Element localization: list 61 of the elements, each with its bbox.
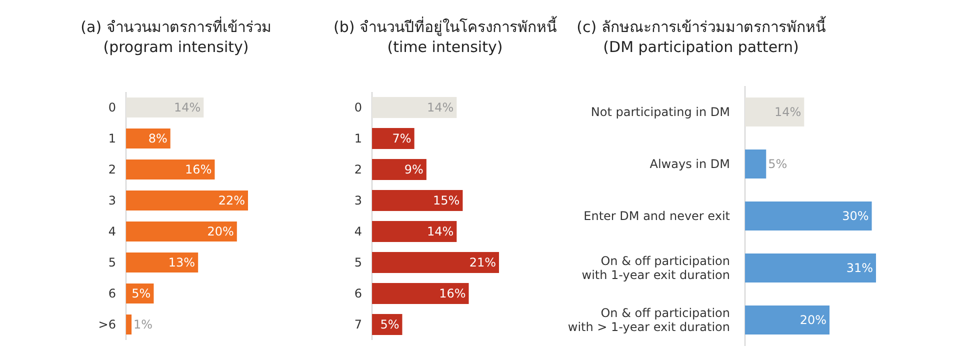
data-label: 21%: [469, 256, 496, 270]
bar: [126, 128, 170, 148]
data-label: 13%: [168, 256, 196, 270]
data-label: 30%: [842, 209, 869, 223]
y-tick-label: 4: [354, 224, 362, 238]
data-label: 31%: [846, 261, 873, 275]
data-label: 5%: [380, 318, 400, 332]
data-label: 14%: [426, 100, 454, 114]
y-tick-label: 0: [108, 100, 116, 114]
data-label: 16%: [185, 162, 212, 176]
bar: [126, 160, 215, 180]
data-label: 15%: [433, 194, 460, 208]
bar: [372, 221, 457, 242]
bar: [745, 202, 872, 230]
data-label: 5%: [132, 286, 151, 300]
y-tick-label: 5: [108, 256, 116, 270]
y-tick-label: 2: [354, 162, 362, 176]
y-tick-label: Enter DM and never exit: [584, 209, 730, 223]
y-tick-label: 1: [108, 132, 116, 146]
y-tick-label: 6: [354, 286, 362, 300]
data-label: 5%: [768, 157, 788, 171]
bar: [126, 314, 132, 334]
y-tick-label: 1: [354, 132, 362, 146]
data-label: 1%: [134, 318, 153, 332]
y-tick-label: On & off participation with > 1-year exit duration: [568, 306, 730, 334]
bar: [745, 306, 830, 334]
bar: [745, 254, 876, 282]
data-label: 7%: [392, 132, 412, 146]
y-tick-label: >6: [98, 318, 116, 332]
y-tick-label: 5: [354, 256, 362, 270]
y-tick-label: Always in DM: [650, 157, 730, 171]
y-tick-label: 2: [108, 162, 116, 176]
y-tick-label: 6: [108, 286, 116, 300]
bar: [372, 159, 426, 180]
data-label: 14%: [774, 105, 802, 119]
chart-title: (b) จำนวนปีที่อยู่ในโครงการพักหนี้ (time intensity): [334, 16, 558, 56]
y-tick-label: 3: [108, 194, 116, 208]
data-label: 20%: [800, 313, 827, 327]
bar: [372, 128, 414, 149]
bar: [126, 252, 198, 272]
bar: [372, 252, 499, 273]
chart-title: (a) จำนวนมาตรการที่เข้าร่วม (program intensity): [80, 16, 272, 56]
y-tick-label: Not participating in DM: [590, 105, 730, 119]
bar: [745, 150, 766, 178]
data-label: 9%: [404, 162, 424, 176]
bar: [126, 190, 248, 210]
y-tick-label: 0: [354, 100, 362, 114]
y-tick-label: 3: [354, 194, 362, 208]
bar: [126, 222, 237, 242]
bar: [372, 190, 463, 211]
y-tick-label: On & off participation with 1-year exit duration: [582, 254, 730, 282]
data-label: 20%: [207, 224, 234, 238]
data-label: 8%: [148, 132, 168, 146]
data-label: 16%: [439, 286, 466, 300]
chart-title: (c) ลักษณะการเข้าร่วมมาตรการพักหนี้ (DM participation pattern): [576, 16, 826, 56]
y-tick-label: 7: [354, 318, 362, 332]
bar: [372, 283, 469, 304]
data-label: 14%: [174, 100, 201, 114]
data-label: 22%: [218, 194, 245, 208]
y-tick-label: 4: [108, 224, 116, 238]
data-label: 14%: [426, 224, 454, 238]
